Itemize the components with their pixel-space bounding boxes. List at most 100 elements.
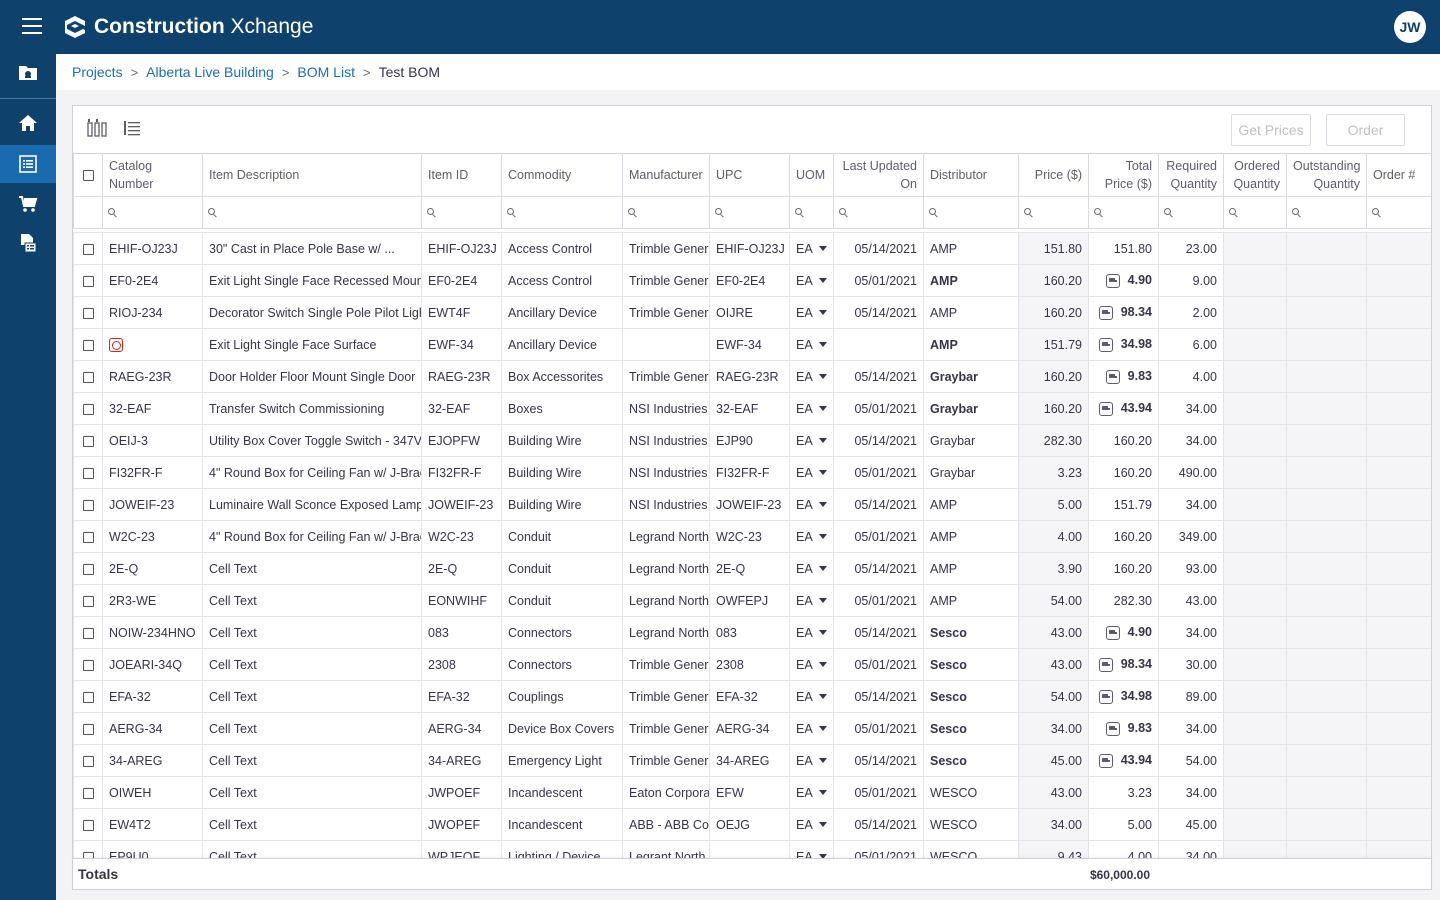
row-checkbox-cell[interactable]: [73, 712, 103, 745]
column-header-total-price[interactable]: Total Price ($): [1088, 153, 1159, 197]
table-row[interactable]: OIWEH Cell Text JWPOEF Incandescent Eaton Co…: [73, 776, 1431, 809]
table-row[interactable]: W2C-23 4" Round Box for Ceiling Fan w/ J-…: [73, 520, 1431, 553]
row-checkbox-cell[interactable]: [73, 616, 103, 649]
table-row[interactable]: EP9U0 Cell Text WPJEOF Lighting / Device Leg…: [73, 840, 1431, 858]
table-row[interactable]: RIOJ-234 Decorator Switch Single Pole Pil…: [73, 296, 1431, 329]
row-checkbox-cell[interactable]: [73, 232, 103, 265]
chevron-down-icon[interactable]: [818, 278, 827, 283]
chevron-down-icon[interactable]: [818, 374, 827, 379]
row-checkbox-cell[interactable]: [73, 648, 103, 681]
row-checkbox[interactable]: [82, 275, 94, 287]
order-button[interactable]: Order: [1326, 114, 1405, 146]
filter-last-updated[interactable]: [833, 196, 924, 229]
chevron-down-icon[interactable]: [818, 566, 827, 571]
filter-item-description[interactable]: [202, 196, 422, 229]
row-checkbox[interactable]: [82, 435, 94, 447]
filter-manufacturer[interactable]: [622, 196, 710, 229]
row-checkbox[interactable]: [82, 307, 94, 319]
breadcrumb-link-bom-list[interactable]: BOM List: [297, 64, 355, 80]
cell-uom[interactable]: EA: [789, 488, 834, 521]
row-checkbox[interactable]: [82, 339, 94, 351]
sidebar-item-home[interactable]: [0, 104, 56, 142]
chevron-down-icon[interactable]: [818, 822, 827, 827]
breadcrumb-link-project[interactable]: Alberta Live Building: [146, 64, 274, 80]
row-checkbox-cell[interactable]: [73, 296, 103, 329]
row-checkbox[interactable]: [82, 851, 94, 858]
table-row[interactable]: EHIF-OJ23J 30" Cast in Place Pole Base w/…: [73, 232, 1431, 265]
row-checkbox-cell[interactable]: [73, 424, 103, 457]
cell-uom[interactable]: EA: [789, 616, 834, 649]
select-all-checkbox[interactable]: [82, 170, 94, 182]
column-header-uom[interactable]: UOM: [789, 153, 834, 197]
column-header-last-updated[interactable]: Last Updated On: [833, 153, 924, 197]
chevron-down-icon[interactable]: [818, 310, 827, 315]
cell-uom[interactable]: EA: [789, 456, 834, 489]
cell-uom[interactable]: EA: [789, 392, 834, 425]
cell-uom[interactable]: EA: [789, 520, 834, 553]
chevron-down-icon[interactable]: [818, 502, 827, 507]
chevron-down-icon[interactable]: [818, 662, 827, 667]
chevron-down-icon[interactable]: [818, 694, 827, 699]
row-checkbox[interactable]: [82, 371, 94, 383]
cell-uom[interactable]: EA: [789, 360, 834, 393]
row-checkbox[interactable]: [82, 691, 94, 703]
density-icon[interactable]: [123, 119, 145, 139]
delivery-icon[interactable]: [1098, 305, 1113, 320]
get-prices-button[interactable]: Get Prices: [1231, 114, 1311, 146]
chevron-down-icon[interactable]: [818, 470, 827, 475]
delivery-icon[interactable]: [1098, 753, 1113, 768]
cell-uom[interactable]: EA: [789, 648, 834, 681]
row-checkbox-cell[interactable]: [73, 264, 103, 297]
row-checkbox[interactable]: [82, 467, 94, 479]
table-row[interactable]: 34-AREG Cell Text 34-AREG Emergency Light Tr…: [73, 744, 1431, 777]
column-header-required-quantity[interactable]: Required Quantity: [1158, 153, 1224, 197]
table-row[interactable]: EF0-2E4 Exit Light Single Face Recessed M…: [73, 264, 1431, 297]
app-logo[interactable]: Construction Xchange: [64, 13, 313, 41]
delivery-icon[interactable]: [1105, 369, 1120, 384]
table-row[interactable]: 32-EAF Transfer Switch Commissioning 32-EA…: [73, 392, 1431, 425]
table-row[interactable]: JOEARI-34Q Cell Text 2308 Connectors Trimble…: [73, 648, 1431, 681]
row-checkbox[interactable]: [82, 403, 94, 415]
row-checkbox[interactable]: [82, 563, 94, 575]
filter-order-number[interactable]: [1366, 196, 1431, 229]
filter-commodity[interactable]: [501, 196, 623, 229]
sidebar-item-cart[interactable]: [0, 185, 56, 223]
column-header-order-number[interactable]: Order #: [1366, 153, 1431, 197]
row-checkbox-cell[interactable]: [73, 776, 103, 809]
row-checkbox[interactable]: [82, 819, 94, 831]
filter-uom[interactable]: [789, 196, 834, 229]
delivery-icon[interactable]: [1098, 689, 1113, 704]
row-checkbox[interactable]: [82, 659, 94, 671]
filter-distributor[interactable]: [923, 196, 1019, 229]
filter-item-id[interactable]: [421, 196, 502, 229]
row-checkbox[interactable]: [82, 723, 94, 735]
row-checkbox-cell[interactable]: [73, 744, 103, 777]
chevron-down-icon[interactable]: [818, 790, 827, 795]
row-checkbox-cell[interactable]: [73, 456, 103, 489]
column-header-distributor[interactable]: Distributor: [923, 153, 1019, 197]
cell-uom[interactable]: EA: [789, 808, 834, 841]
cell-uom[interactable]: EA: [789, 264, 834, 297]
filter-outstanding-quantity[interactable]: [1286, 196, 1367, 229]
filter-ordered-quantity[interactable]: [1223, 196, 1287, 229]
filter-price[interactable]: [1018, 196, 1089, 229]
row-checkbox-cell[interactable]: [73, 328, 103, 361]
row-checkbox[interactable]: [82, 595, 94, 607]
delivery-icon[interactable]: [1105, 721, 1120, 736]
row-checkbox-cell[interactable]: [73, 840, 103, 858]
chevron-down-icon[interactable]: [818, 342, 827, 347]
row-checkbox[interactable]: [82, 755, 94, 767]
table-row[interactable]: NOIW-234HNO Cell Text 083 Connectors Legrand…: [73, 616, 1431, 649]
delivery-icon[interactable]: [1098, 657, 1113, 672]
table-row[interactable]: JOWEIF-23 Luminaire Wall Sconce Exposed L…: [73, 488, 1431, 521]
cell-uom[interactable]: EA: [789, 232, 834, 265]
chevron-down-icon[interactable]: [818, 726, 827, 731]
row-checkbox-cell[interactable]: [73, 392, 103, 425]
cell-uom[interactable]: EA: [789, 680, 834, 713]
delivery-icon[interactable]: [1105, 625, 1120, 640]
user-avatar[interactable]: JW: [1394, 11, 1426, 43]
filter-catalog-number[interactable]: [102, 196, 203, 229]
table-row[interactable]: OEIJ-3 Utility Box Cover Toggle Switch - …: [73, 424, 1431, 457]
column-header-manufacturer[interactable]: Manufacturer: [622, 153, 710, 197]
row-checkbox[interactable]: [82, 499, 94, 511]
